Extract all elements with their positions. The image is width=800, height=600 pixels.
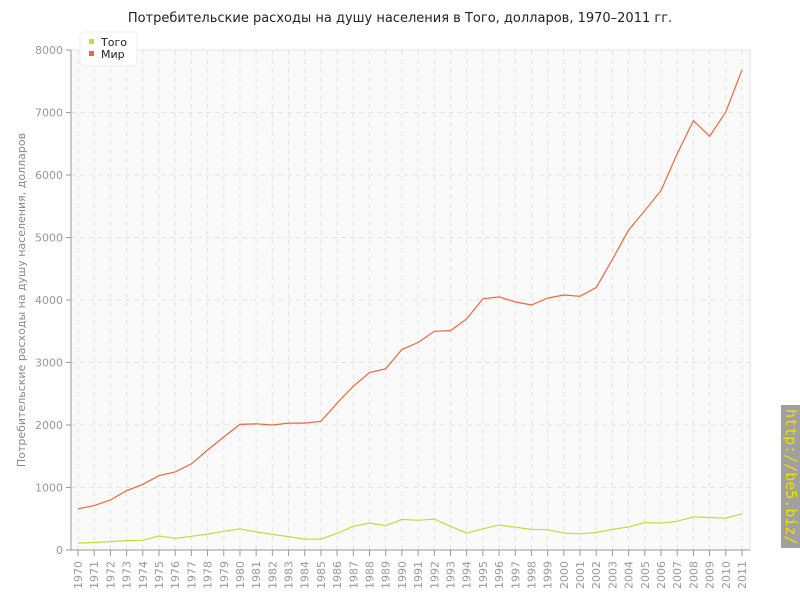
x-tick-label: 1996 [493, 561, 506, 589]
x-tick-label: 1978 [202, 561, 215, 589]
x-tick-label: 1984 [299, 561, 312, 589]
x-tick-label: 2011 [736, 561, 749, 589]
x-tick-label: 2007 [671, 561, 684, 589]
x-tick-label: 1994 [461, 561, 474, 589]
x-tick-label: 1979 [218, 561, 231, 589]
y-tick-label: 4000 [35, 294, 63, 307]
y-tick-label: 3000 [35, 357, 63, 370]
plot-area [70, 49, 751, 551]
x-tick-label: 1972 [104, 561, 117, 589]
x-tick-label: 1997 [509, 561, 522, 589]
x-tick-label: 1998 [526, 561, 539, 589]
legend-label-togo: Того [100, 36, 127, 49]
x-tick-label: 1991 [412, 561, 425, 589]
x-tick-label: 1977 [185, 561, 198, 589]
x-tick-label: 1970 [72, 561, 85, 589]
x-tick-label: 1995 [477, 561, 490, 589]
y-tick-label: 5000 [35, 232, 63, 245]
grid [71, 49, 750, 550]
x-tick-label: 1986 [331, 561, 344, 589]
x-tick-label: 1982 [266, 561, 279, 589]
y-axis-label: Потребительские расходы на душу населени… [15, 133, 28, 467]
x-tick-label: 1992 [428, 561, 441, 589]
x-tick-label: 1975 [153, 561, 166, 589]
watermark: http://be5.biz/ [781, 405, 800, 549]
x-tick-label: 1971 [88, 561, 101, 589]
y-tick-label: 0 [56, 544, 63, 557]
x-tick-label: 1989 [380, 561, 393, 589]
x-tick-label: 2004 [623, 561, 636, 589]
x-tick-label: 1976 [169, 561, 182, 589]
x-tick-label: 2005 [639, 561, 652, 589]
series-line-togo [77, 513, 743, 544]
x-tick-label: 2008 [687, 561, 700, 589]
legend-label-world: Мир [101, 48, 125, 61]
series-lines [77, 69, 743, 544]
x-tick-label: 2001 [574, 561, 587, 589]
x-tick-label: 2003 [606, 561, 619, 589]
y-tick-label: 1000 [35, 482, 63, 495]
x-tick-label: 1988 [364, 561, 377, 589]
x-tick-label: 1981 [250, 561, 263, 589]
x-tick-label: 1980 [234, 561, 247, 589]
x-tick-label: 1990 [396, 561, 409, 589]
x-tick-label: 2002 [590, 561, 603, 589]
y-tick-label: 7000 [35, 107, 63, 120]
x-tick-label: 1999 [542, 561, 555, 589]
x-tick-label: 1974 [137, 561, 150, 589]
x-tick-label: 1987 [347, 561, 360, 589]
chart-title: Потребительские расходы на душу населени… [128, 11, 672, 26]
x-tick-label: 1985 [315, 561, 328, 589]
legend-swatch-world [89, 51, 94, 56]
axes: 1970 1971 1972 1973 1974 1975 1976 1977 1978 1979… [35, 44, 750, 589]
x-tick-label: 1983 [283, 561, 296, 589]
y-tick-label: 2000 [35, 419, 63, 432]
y-tick-label: 6000 [35, 169, 63, 182]
x-tick-label: 2006 [655, 561, 668, 589]
x-tick-label: 2010 [720, 561, 733, 589]
series-line-world [77, 69, 743, 510]
x-tick-label: 2000 [558, 561, 571, 589]
legend: Того Мир [79, 31, 138, 67]
y-tick-label: 8000 [35, 44, 63, 57]
x-tick-label: 2009 [704, 561, 717, 589]
legend-swatch-togo [89, 39, 94, 44]
x-tick-label: 1993 [445, 561, 458, 589]
x-tick-label: 1973 [121, 561, 134, 589]
